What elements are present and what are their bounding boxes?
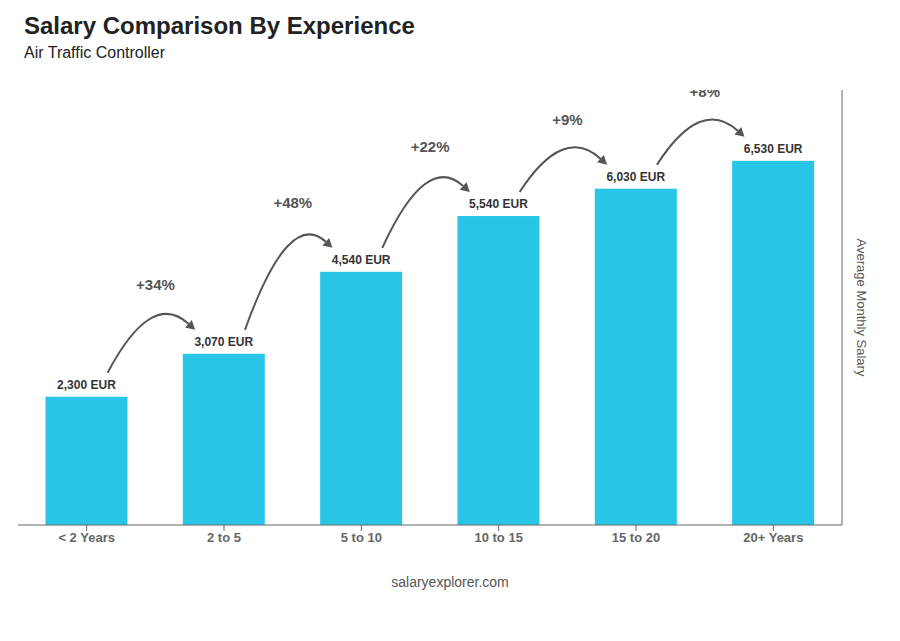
html-text:salaryexplorer.com: salaryexplorer.com [391,574,509,590]
svg-text:6,530 EUR: 6,530 EUR [744,142,803,156]
svg-text:< 2 Years: < 2 Years [58,530,115,545]
svg-text:10 to 15: 10 to 15 [474,530,522,545]
svg-text:3,070 EUR: 3,070 EUR [194,335,253,349]
svg-text:15 to 20: 15 to 20 [612,530,660,545]
svg-text:+9%: +9% [552,111,582,128]
svg-text:+22%: +22% [411,138,450,155]
svg-text:2,300 EUR: 2,300 EUR [57,378,116,392]
svg-text:5 to 10: 5 to 10 [341,530,382,545]
svg-text:20+ Years: 20+ Years [743,530,803,545]
svg-text:Average Monthly Salary: Average Monthly Salary [854,239,869,377]
svg-text:4,540 EUR: 4,540 EUR [332,253,391,267]
svg-text:+34%: +34% [136,276,175,293]
svg-text:6,030 EUR: 6,030 EUR [606,170,665,184]
svg-text:2 to 5: 2 to 5 [207,530,241,545]
html-text:Salary Comparison By Experienc: Salary Comparison By Experience [24,12,415,39]
svg-text:+48%: +48% [273,194,312,211]
svg-text:+8%: +8% [690,90,720,100]
html-text:Air Traffic Controller: Air Traffic Controller [24,44,166,61]
svg-text:5,540 EUR: 5,540 EUR [469,197,528,211]
